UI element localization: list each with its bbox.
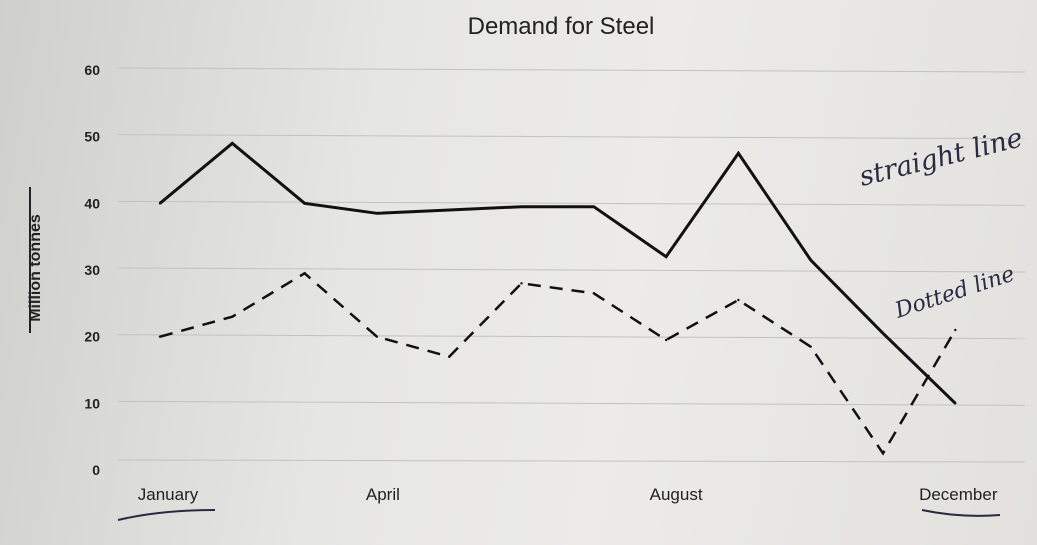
y-tick-label: 40: [84, 195, 100, 211]
gridline: [117, 67, 1026, 73]
dashed-series-point: [737, 298, 740, 302]
dashed-series-point: [303, 272, 306, 275]
gridline: [117, 200, 1026, 206]
x-tick-label: April: [366, 485, 400, 504]
x-tick-labels: January April August December: [138, 485, 998, 504]
gridline: [117, 267, 1026, 273]
solid-series-point: [809, 258, 812, 262]
y-tick-label: 10: [84, 395, 100, 411]
y-tick-label: 30: [84, 262, 100, 278]
solid-series-point: [954, 402, 957, 405]
series-lines: [158, 141, 957, 456]
y-tick-label: 0: [92, 462, 100, 478]
y-tick-label: 20: [84, 329, 100, 345]
y-tick-label: 60: [84, 62, 100, 78]
dashed-series-line: [159, 271, 957, 456]
dashed-series-point: [375, 335, 379, 338]
dashed-series-point: [592, 292, 595, 295]
dashed-series-point: [158, 335, 162, 338]
annotation-dotted-line: Dotted line: [891, 262, 1018, 324]
y-tick-label: 50: [84, 129, 100, 145]
solid-series-point: [737, 152, 740, 155]
solid-series-point: [448, 208, 451, 212]
dashed-series-point: [231, 315, 234, 318]
annotation-straight-line: straight line: [856, 122, 1026, 193]
january-underline: [117, 509, 216, 521]
gridline: [117, 459, 1026, 463]
dashed-series-point: [954, 328, 957, 332]
y-axis-label: Million tonnes: [27, 214, 44, 322]
solid-series-point: [881, 332, 885, 335]
solid-series-line: [159, 141, 957, 405]
x-tick-label: August: [650, 485, 703, 504]
dashed-series-point: [664, 338, 668, 342]
gridline: [117, 400, 1026, 406]
x-tick-label: December: [919, 485, 998, 504]
gridline: [117, 334, 1026, 340]
dashed-series-point: [448, 355, 451, 358]
x-tick-label: January: [138, 485, 199, 504]
solid-series-point: [231, 142, 234, 145]
solid-series-point: [158, 202, 162, 205]
solid-series-point: [303, 202, 306, 205]
gridlines: [117, 67, 1026, 463]
december-underline: [921, 509, 1001, 517]
chart-title: Demand for Steel: [468, 13, 655, 40]
y-tick-labels: 0 10 20 30 40 50 60: [84, 62, 100, 478]
gridline: [117, 134, 1026, 140]
solid-series-point: [592, 205, 595, 208]
solid-series-point: [664, 255, 668, 258]
solid-series-point: [375, 212, 379, 215]
dashed-series-point: [809, 345, 812, 348]
solid-series-point: [520, 205, 523, 208]
dashed-series-point: [520, 282, 523, 285]
dashed-series-point: [881, 452, 885, 455]
